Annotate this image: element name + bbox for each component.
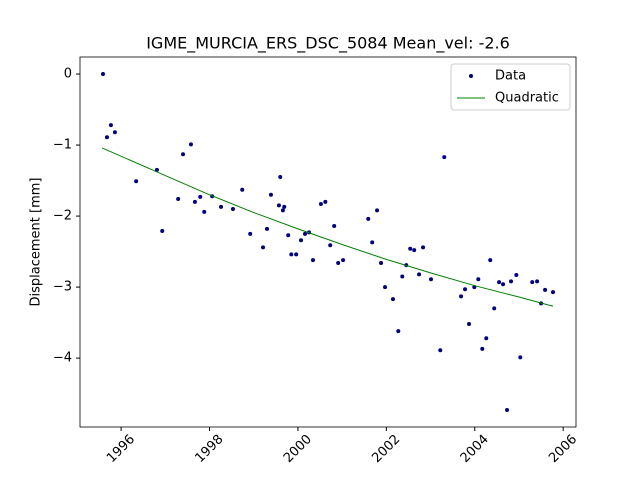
y-axis-label: Displacement [mm] [29,178,44,307]
data-point [400,274,405,279]
data-point [280,208,285,213]
data-point [176,197,181,202]
data-point [501,282,506,287]
data-point [484,336,489,341]
data-point [188,142,193,147]
data-point [134,179,139,184]
chart-title: IGME_MURCIA_ERS_DSC_5084 Mean_vel: -2.6 [146,34,510,54]
data-point [192,199,197,204]
data-point [543,287,548,292]
data-point [230,206,235,211]
y-tick-label: −2 [53,209,72,224]
data-point [202,209,207,214]
y-tick-label: −4 [53,351,72,366]
data-point [100,72,105,77]
fit-line [101,147,554,307]
data-point [379,260,384,265]
data-point [509,279,514,284]
data-point [366,216,371,221]
data-point [467,322,472,327]
data-point [318,202,323,207]
data-point [286,233,291,238]
data-point [299,238,304,243]
data-point [492,306,497,311]
legend-label: Data [495,69,526,84]
data-point [370,240,375,245]
data-point [514,273,519,278]
data-point [336,260,341,265]
data-point [198,194,203,199]
y-tick-label: 0 [64,67,72,82]
data-point [505,407,510,412]
data-point [390,297,395,302]
data-point [154,167,159,172]
data-point [276,203,281,208]
data-point [488,258,493,263]
data-point [530,280,535,285]
data-point [383,285,388,290]
data-point [112,130,117,135]
legend-label: Quadratic [495,91,559,106]
data-point [108,123,113,128]
data-point [535,279,540,284]
data-point [476,277,481,282]
data-point [396,329,401,334]
data-point [412,248,417,253]
data-point [294,252,299,257]
data-point [429,277,434,282]
data-point [463,287,468,292]
y-tick-label: −3 [53,280,72,295]
data-point [323,199,328,204]
data-point [240,187,245,192]
data-point [375,208,380,213]
data-point [438,348,443,353]
y-tick-label: −1 [53,138,72,153]
data-point [248,231,253,236]
data-point [219,204,224,209]
data-point [408,246,413,251]
data-point [282,204,287,209]
plot-frame [79,56,577,428]
data-point [480,346,485,351]
data-point [160,228,165,233]
data-point [264,226,269,231]
data-point [104,135,109,140]
data-point [303,231,308,236]
data-point [341,258,346,263]
data-point [497,280,502,285]
data-point [261,245,266,250]
data-point [181,152,186,157]
data-point [268,192,273,197]
data-point [551,290,556,295]
data-point [332,224,337,229]
data-point [442,155,447,160]
data-point [278,175,283,180]
data-point [417,272,422,277]
data-point [328,243,333,248]
data-point [518,355,523,360]
data-point [310,258,315,263]
data-point [421,245,426,250]
legend-marker [469,74,473,78]
data-point [459,294,464,299]
data-point [289,252,294,257]
